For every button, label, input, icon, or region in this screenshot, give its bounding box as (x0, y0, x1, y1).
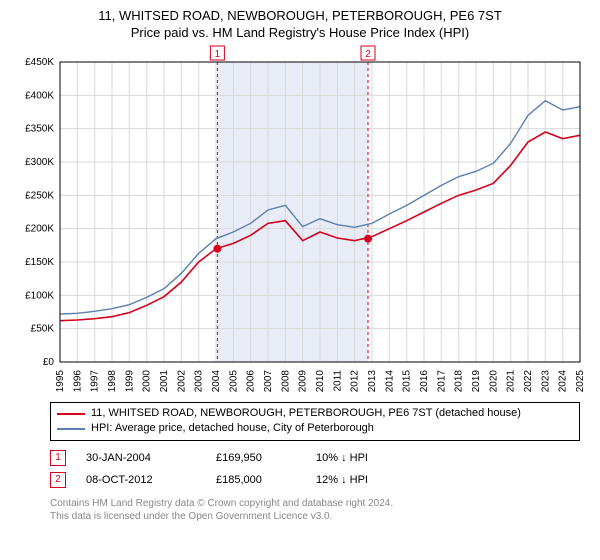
svg-text:£50K: £50K (31, 324, 55, 335)
svg-text:2011: 2011 (332, 370, 343, 392)
title-block: 11, WHITSED ROAD, NEWBOROUGH, PETERBOROU… (0, 0, 600, 44)
marker-date: 08-OCT-2012 (86, 474, 196, 486)
legend-stroke-2 (57, 428, 85, 430)
svg-text:1999: 1999 (124, 370, 135, 393)
svg-text:2018: 2018 (454, 370, 465, 393)
legend-row: 11, WHITSED ROAD, NEWBOROUGH, PETERBOROU… (57, 406, 573, 421)
svg-text:£0: £0 (43, 357, 55, 368)
svg-text:£250K: £250K (25, 190, 54, 201)
svg-text:2000: 2000 (142, 370, 153, 393)
svg-text:1996: 1996 (72, 370, 83, 393)
svg-text:2001: 2001 (159, 370, 170, 393)
svg-text:2017: 2017 (436, 370, 447, 393)
svg-text:£150K: £150K (25, 257, 54, 268)
svg-text:2016: 2016 (419, 370, 430, 393)
marker-badge-1: 1 (50, 450, 66, 466)
marker-badge-2: 2 (50, 472, 66, 488)
svg-text:1995: 1995 (55, 370, 66, 393)
footer: Contains HM Land Registry data © Crown c… (50, 497, 580, 523)
marker-table: 1 30-JAN-2004 £169,950 10% ↓ HPI 2 08-OC… (50, 447, 580, 491)
marker-row: 1 30-JAN-2004 £169,950 10% ↓ HPI (50, 447, 580, 469)
chart-area: £0 £50K £100K £150K £200K £250K £300K £350K £400… (10, 44, 590, 394)
marker-price: £185,000 (216, 474, 296, 486)
svg-text:2022: 2022 (523, 370, 534, 393)
marker-row: 2 08-OCT-2012 £185,000 12% ↓ HPI (50, 469, 580, 491)
svg-text:2019: 2019 (471, 370, 482, 393)
svg-text:2020: 2020 (488, 370, 499, 393)
svg-text:£450K: £450K (25, 57, 54, 68)
svg-text:2005: 2005 (228, 370, 239, 393)
marker-price: £169,950 (216, 452, 296, 464)
svg-text:1998: 1998 (107, 370, 118, 393)
svg-text:1997: 1997 (90, 370, 101, 393)
svg-text:2009: 2009 (298, 370, 309, 393)
svg-text:£200K: £200K (25, 224, 54, 235)
svg-text:2014: 2014 (384, 370, 395, 393)
marker-diff: 10% ↓ HPI (316, 452, 406, 464)
svg-text:£350K: £350K (25, 124, 54, 135)
svg-text:1: 1 (215, 49, 221, 60)
footer-line1: Contains HM Land Registry data © Crown c… (50, 497, 580, 510)
legend-text-2: HPI: Average price, detached house, City… (91, 421, 374, 436)
svg-text:£100K: £100K (25, 290, 54, 301)
legend-stroke-1 (57, 413, 85, 415)
svg-text:2024: 2024 (558, 370, 569, 393)
footer-line2: This data is licensed under the Open Gov… (50, 510, 580, 523)
marker-date: 30-JAN-2004 (86, 452, 196, 464)
svg-text:2002: 2002 (176, 370, 187, 393)
legend-text-1: 11, WHITSED ROAD, NEWBOROUGH, PETERBOROU… (91, 406, 521, 421)
chart-container: 11, WHITSED ROAD, NEWBOROUGH, PETERBOROU… (0, 0, 600, 523)
svg-text:£300K: £300K (25, 157, 54, 168)
svg-text:2015: 2015 (402, 370, 413, 393)
svg-text:2004: 2004 (211, 370, 222, 393)
svg-text:2008: 2008 (280, 370, 291, 393)
svg-text:2021: 2021 (506, 370, 517, 393)
svg-text:2010: 2010 (315, 370, 326, 393)
svg-text:2003: 2003 (194, 370, 205, 393)
svg-text:£400K: £400K (25, 90, 54, 101)
legend-box: 11, WHITSED ROAD, NEWBOROUGH, PETERBOROU… (50, 402, 580, 441)
svg-text:2013: 2013 (367, 370, 378, 393)
legend-row: HPI: Average price, detached house, City… (57, 421, 573, 436)
svg-text:2023: 2023 (540, 370, 551, 393)
title-line1: 11, WHITSED ROAD, NEWBOROUGH, PETERBOROU… (10, 8, 590, 23)
svg-text:2012: 2012 (350, 370, 361, 393)
marker-diff: 12% ↓ HPI (316, 474, 406, 486)
svg-text:2: 2 (365, 49, 371, 60)
svg-text:2006: 2006 (246, 370, 257, 393)
svg-text:2007: 2007 (263, 370, 274, 393)
line-chart: £0 £50K £100K £150K £200K £250K £300K £350K £400… (10, 44, 590, 394)
svg-text:2025: 2025 (575, 370, 586, 393)
title-line2: Price paid vs. HM Land Registry's House … (10, 25, 590, 40)
